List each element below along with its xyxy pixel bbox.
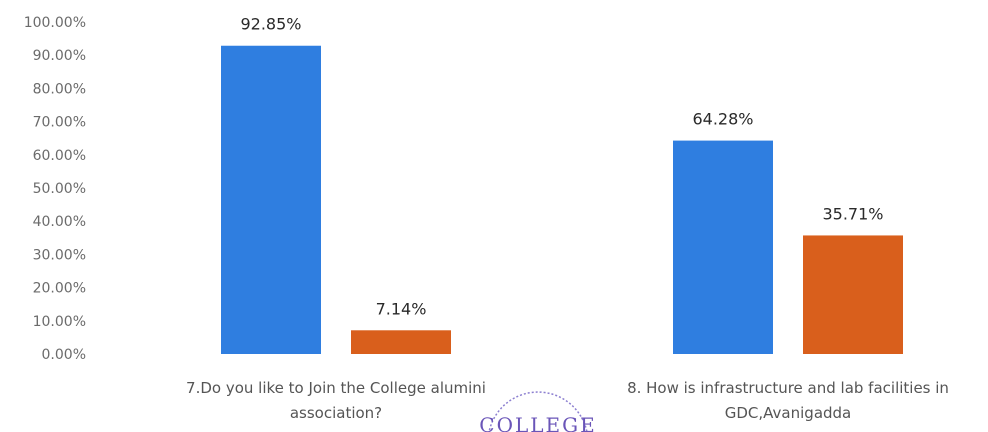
y-tick-label: 30.00% bbox=[33, 247, 86, 263]
bar bbox=[803, 235, 903, 354]
y-tick-label: 100.00% bbox=[24, 15, 86, 31]
bar bbox=[351, 330, 451, 354]
bars bbox=[221, 45, 903, 354]
y-tick-label: 50.00% bbox=[33, 181, 86, 197]
y-tick-label: 90.00% bbox=[33, 48, 86, 64]
y-tick-label: 80.00% bbox=[33, 81, 86, 97]
y-tick-label: 20.00% bbox=[33, 281, 86, 297]
bar-value-label: 64.28% bbox=[692, 110, 753, 129]
bar-value-label: 35.71% bbox=[822, 204, 883, 223]
college-seal: COLLEGE bbox=[479, 391, 596, 432]
category-label: 8. How is infrastructure and lab facilit… bbox=[627, 379, 949, 397]
y-tick-label: 60.00% bbox=[33, 148, 86, 164]
y-tick-label: 0.00% bbox=[42, 347, 86, 363]
y-tick-label: 70.00% bbox=[33, 115, 86, 131]
category-label: 7.Do you like to Join the College alumin… bbox=[186, 379, 486, 397]
y-tick-label: 10.00% bbox=[33, 314, 86, 330]
bar bbox=[673, 140, 773, 354]
y-tick-label: 40.00% bbox=[33, 214, 86, 230]
seal-text: COLLEGE bbox=[479, 413, 596, 432]
category-label: association? bbox=[290, 404, 382, 422]
bar-value-label: 7.14% bbox=[376, 299, 427, 318]
data-labels: 92.85% 64.28% 7.14% 35.71% bbox=[240, 15, 883, 319]
category-labels: 7.Do you like to Join the College alumin… bbox=[186, 379, 949, 422]
bar-value-label: 92.85% bbox=[240, 15, 301, 34]
y-axis: 0.00% 10.00% 20.00% 30.00% 40.00% 50.00% 60.00… bbox=[24, 15, 86, 363]
category-label: GDC,Avanigadda bbox=[725, 404, 852, 422]
bar bbox=[221, 45, 321, 354]
